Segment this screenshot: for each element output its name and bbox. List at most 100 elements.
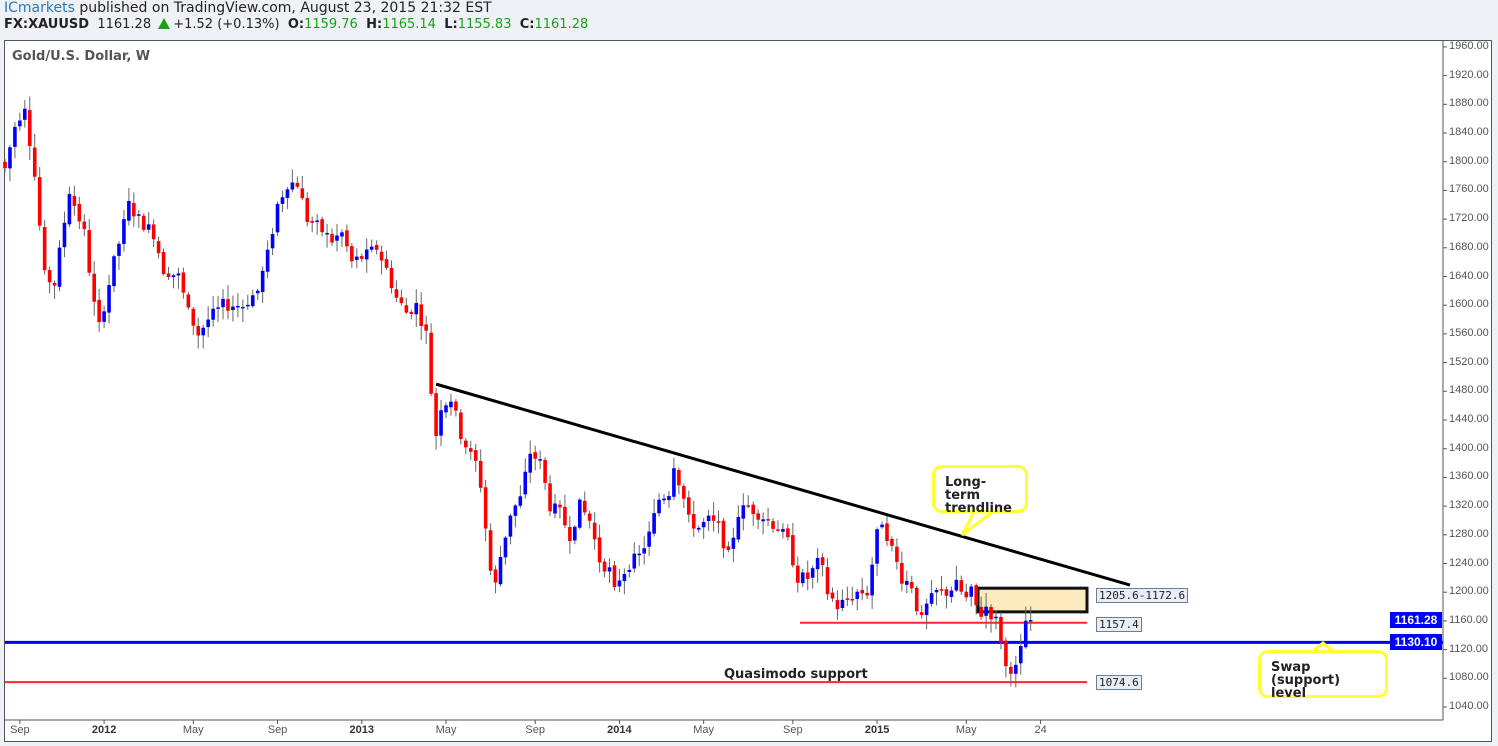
candle-down: [597, 537, 602, 563]
candle-down: [191, 308, 196, 326]
candle-up: [255, 290, 260, 294]
price-tick-label: 1400.00: [1449, 441, 1489, 454]
candle-down: [473, 450, 478, 461]
candle-down: [786, 528, 790, 538]
candle-down: [716, 521, 721, 523]
candle-up: [870, 564, 874, 596]
candle-down: [454, 401, 458, 411]
price-tick-label: 1720.00: [1449, 212, 1489, 225]
candle-down: [820, 557, 825, 566]
level-1074-label: 1074.6: [1096, 675, 1142, 690]
candle-down: [548, 483, 552, 512]
candle-down: [330, 233, 334, 243]
candle-up: [439, 410, 443, 436]
candle-up: [701, 522, 706, 528]
candle-down: [424, 324, 428, 331]
price-tick-label: 1320.00: [1449, 499, 1489, 512]
candle-down: [766, 519, 770, 521]
price-tick-label: 1880.00: [1449, 97, 1489, 110]
time-tick-label: Sep: [267, 724, 288, 736]
candle-up: [528, 453, 533, 473]
candle-down: [389, 268, 394, 289]
candle-up: [23, 108, 27, 120]
price-tick-label: 1480.00: [1449, 384, 1489, 397]
candle-up: [573, 526, 577, 541]
candle-down: [493, 569, 498, 583]
price-tick-label: 1080.00: [1449, 671, 1489, 684]
candle-down: [756, 513, 760, 520]
high-value: 1165.14: [382, 17, 436, 32]
candle-up: [617, 580, 622, 587]
candle-down: [141, 215, 146, 230]
candle-up: [211, 308, 215, 320]
long-term-trendline: [435, 382, 1131, 587]
candle-up: [513, 505, 518, 516]
candle-up: [781, 529, 785, 532]
candle-down: [161, 252, 166, 275]
candle-down: [47, 270, 52, 283]
candle-down: [350, 246, 354, 262]
candle-up: [216, 307, 220, 309]
candle-down: [468, 448, 473, 452]
candle-up: [662, 498, 666, 501]
candle-up: [667, 496, 671, 501]
trendline-callout[interactable]: Long-term trendline: [932, 465, 1028, 515]
candle-down: [533, 452, 537, 459]
quasimodo-label: Quasimodo support: [724, 667, 868, 682]
candle-down: [726, 546, 731, 551]
candle-up: [934, 589, 939, 593]
candle-up: [577, 499, 582, 528]
candle-up: [538, 459, 542, 461]
candle-up: [924, 603, 929, 616]
candle-up: [260, 270, 265, 293]
close-value: 1161.28: [534, 17, 589, 32]
candle-up: [523, 471, 528, 495]
candle-down: [558, 504, 562, 508]
high-label: H:: [366, 17, 383, 32]
candle-down: [72, 195, 77, 206]
time-tick-label: Sep: [10, 724, 30, 736]
candle-down: [563, 506, 567, 526]
candle-down: [87, 230, 92, 273]
up-arrow-icon: [158, 18, 171, 29]
candle-up: [954, 579, 959, 591]
candle-up: [18, 120, 22, 127]
candle-down: [27, 110, 32, 146]
candle-up: [449, 401, 453, 408]
candle-down: [434, 393, 438, 437]
low-value: 1155.83: [457, 17, 512, 32]
open-value: 1159.76: [304, 17, 358, 32]
brand-link[interactable]: ICmarkets: [4, 0, 75, 16]
candle-down: [374, 245, 379, 250]
candle-up: [136, 214, 141, 216]
candle-down: [404, 305, 409, 313]
candle-up: [127, 200, 131, 221]
candle-up: [57, 247, 62, 287]
candle-down: [42, 227, 47, 271]
candle-up: [994, 616, 998, 619]
candle-up: [508, 515, 513, 537]
candle-down: [900, 562, 904, 584]
candle-up: [236, 305, 240, 308]
candle-down: [196, 325, 201, 336]
candle-down: [805, 572, 810, 579]
price-tick-label: 1160.00: [1449, 613, 1488, 626]
swap-level-callout[interactable]: Swap (support) level: [1258, 650, 1388, 700]
chart-frame[interactable]: [4, 40, 1492, 742]
candle-down: [845, 598, 850, 600]
candle-down: [939, 589, 944, 591]
candle-up: [840, 599, 845, 609]
candle-down: [776, 529, 780, 531]
publish-text: published on TradingView.com, August 23,…: [74, 0, 492, 16]
candle-down: [830, 592, 835, 599]
candle-up: [280, 197, 285, 204]
candle-down: [796, 565, 800, 583]
candle-up: [201, 327, 205, 336]
candle-up: [696, 527, 701, 530]
supply-zone: [976, 586, 1089, 614]
time-tick-label: 2014: [607, 724, 632, 736]
close-label: C:: [519, 17, 535, 32]
candle-up: [815, 557, 820, 570]
candle-down: [919, 612, 924, 615]
